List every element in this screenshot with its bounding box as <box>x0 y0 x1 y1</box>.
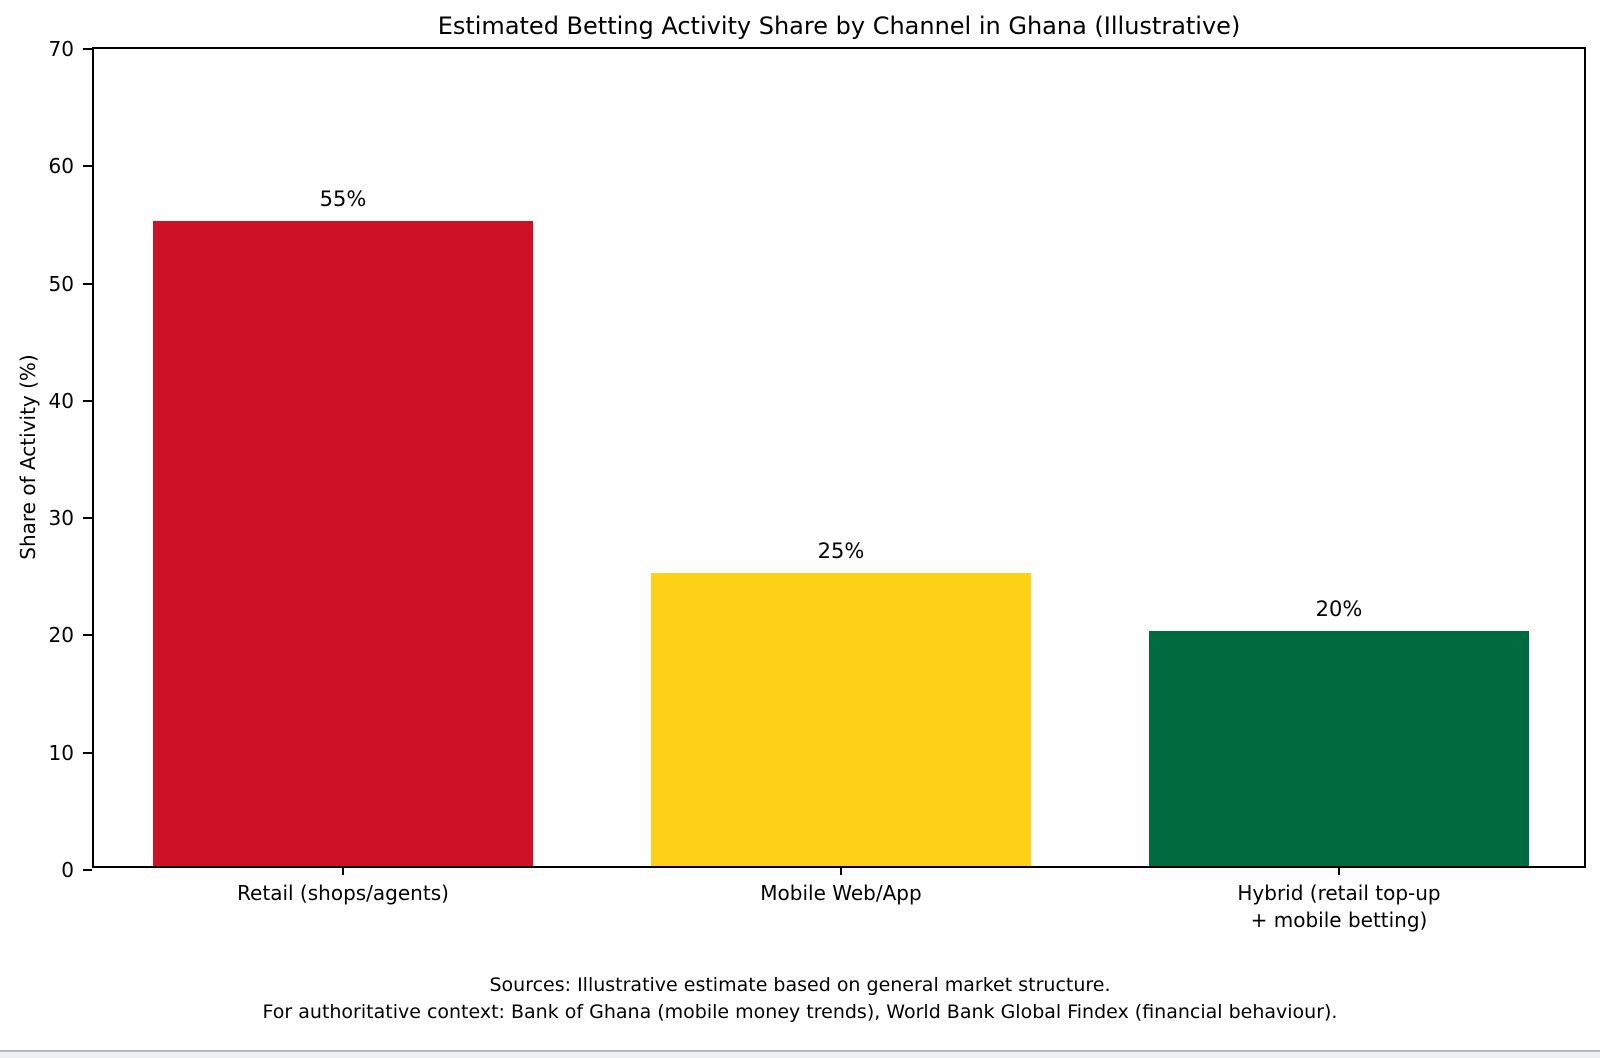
bar-value-label: 20% <box>1315 597 1363 622</box>
y-tick-label: 70 <box>48 37 74 61</box>
y-tick <box>83 48 92 50</box>
x-tick <box>1338 866 1340 875</box>
bar-2 <box>651 572 1031 866</box>
x-tick-label: Hybrid (retail top-up + mobile betting) <box>1237 881 1441 932</box>
y-tick-label: 40 <box>48 388 74 413</box>
y-tick <box>83 634 92 637</box>
y-tick <box>83 869 92 871</box>
y-tick-label: 50 <box>48 271 74 296</box>
x-tick-label: Mobile Web/App <box>760 881 922 905</box>
bar-3 <box>1149 631 1529 866</box>
x-tick-label: Retail (shops/agents) <box>237 881 449 905</box>
y-tick <box>83 282 92 285</box>
y-tick <box>83 399 92 402</box>
bar-1 <box>153 220 533 866</box>
footer-note-line2: For authoritative context: Bank of Ghana… <box>262 1001 1338 1023</box>
x-tick <box>342 866 344 875</box>
plot-area: 0 10 20 30 40 50 60 70 55% Retail (shops/agents) 2… <box>49 37 1586 932</box>
bar-value-label: 25% <box>817 538 865 563</box>
y-tick-label: 30 <box>48 506 74 531</box>
y-tick <box>83 517 92 520</box>
y-tick-label: 10 <box>48 740 74 765</box>
bar-value-label: 55% <box>319 186 367 211</box>
y-tick-label: 0 <box>61 858 74 882</box>
footer-note-line1: Sources: Illustrative estimate based on … <box>489 974 1111 996</box>
x-tick <box>840 866 842 875</box>
y-tick <box>83 751 92 754</box>
y-tick-label: 60 <box>48 154 74 179</box>
chart-title: Estimated Betting Activity Share by Chan… <box>437 12 1241 40</box>
bottom-window-edge <box>0 1050 1600 1058</box>
y-tick-label: 20 <box>48 623 74 648</box>
y-tick <box>83 165 92 168</box>
footer-note: Sources: Illustrative estimate based on … <box>0 972 1600 1026</box>
